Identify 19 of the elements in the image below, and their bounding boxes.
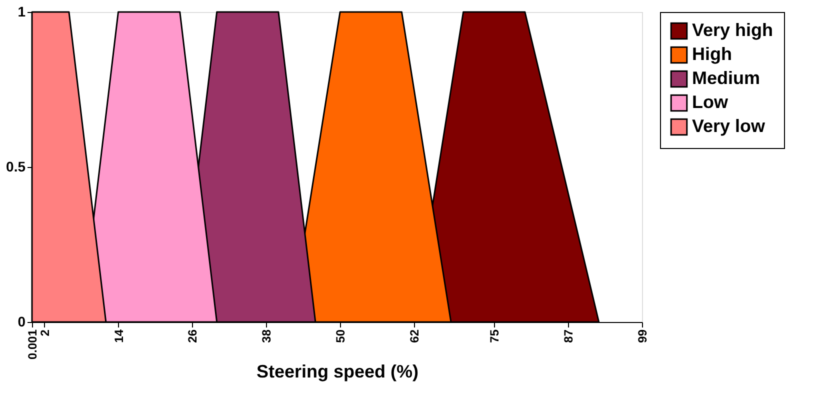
y-tick-label: 1: [18, 4, 26, 20]
legend-label: Low: [692, 92, 729, 112]
x-tick-label: 99: [636, 329, 650, 343]
x-tick-label: 26: [186, 329, 200, 343]
x-tick-label: 87: [562, 329, 576, 343]
x-axis-title: Steering speed (%): [256, 362, 419, 382]
y-tick-label: 0.5: [6, 158, 26, 174]
x-tick-label: 62: [408, 329, 422, 343]
legend-label: Very low: [692, 116, 766, 136]
x-tick-label: 75: [488, 329, 502, 343]
legend-label: High: [692, 44, 732, 64]
x-tick-label: 2: [38, 329, 52, 336]
legend-label: Very high: [692, 20, 774, 40]
x-tick-label: 0.001: [26, 329, 40, 360]
y-tick-label: 0: [18, 314, 26, 330]
x-tick-label: 50: [334, 329, 348, 343]
x-tick-label: 14: [112, 329, 126, 343]
x-tick-label: 38: [260, 329, 274, 343]
legend-label: Medium: [692, 68, 760, 88]
